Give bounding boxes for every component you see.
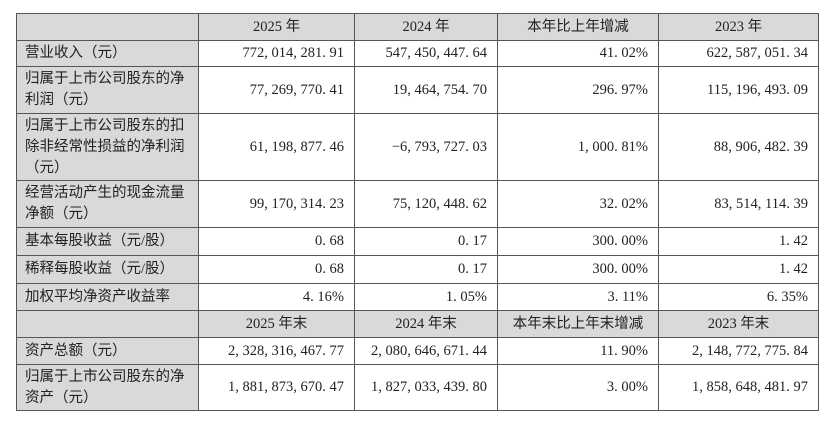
cell-value: 11. 90% bbox=[497, 337, 659, 365]
column-header: 2025 年 bbox=[198, 13, 355, 41]
cell-value: 1. 05% bbox=[354, 283, 498, 311]
cell-value: 772, 014, 281. 91 bbox=[198, 40, 355, 67]
cell-value: 2, 328, 316, 467. 77 bbox=[198, 337, 355, 365]
cell-value: 0. 68 bbox=[198, 227, 355, 256]
cell-value: 0. 68 bbox=[198, 255, 355, 284]
row-label: 加权平均净资产收益率 bbox=[16, 283, 199, 311]
column-header: 本年末比上年末增减 bbox=[497, 310, 659, 338]
table-row: 归属于上市公司股东的净利润（元） 77, 269, 770. 41 19, 464,… bbox=[16, 66, 819, 114]
table-row: 加权平均净资产收益率 4. 16% 1. 05% 3. 11% 6. 35% bbox=[16, 283, 819, 311]
cell-value: 296. 97% bbox=[497, 66, 659, 114]
table-row: 经营活动产生的现金流量净额（元） 99, 170, 314. 23 75, 120,… bbox=[16, 180, 819, 228]
column-header bbox=[16, 13, 199, 41]
row-label: 稀释每股收益（元/股） bbox=[16, 255, 199, 284]
header-row: 2025 年末 2024 年末 本年末比上年末增减 2023 年末 bbox=[16, 310, 819, 338]
cell-value: 6. 35% bbox=[658, 283, 819, 311]
cell-value: 2, 148, 772, 775. 84 bbox=[658, 337, 819, 365]
financial-summary-table: 2025 年 2024 年本年比上年增减 2023 年营业收入（元） 772, 014… bbox=[16, 13, 819, 411]
cell-value: 1, 000. 81% bbox=[497, 113, 659, 181]
cell-value: 300. 00% bbox=[497, 227, 659, 256]
column-header bbox=[16, 310, 199, 338]
column-header: 2024 年末 bbox=[354, 310, 498, 338]
row-label: 归属于上市公司股东的净利润（元） bbox=[16, 66, 199, 114]
cell-value: 3. 00% bbox=[497, 364, 659, 411]
cell-value: 99, 170, 314. 23 bbox=[198, 180, 355, 228]
cell-value: 1, 881, 873, 670. 47 bbox=[198, 364, 355, 411]
cell-value: 0. 17 bbox=[354, 255, 498, 284]
cell-value: 3. 11% bbox=[497, 283, 659, 311]
cell-value: 1, 858, 648, 481. 97 bbox=[658, 364, 819, 411]
row-label: 归属于上市公司股东的净资产（元） bbox=[16, 364, 199, 411]
cell-value: 115, 196, 493. 09 bbox=[658, 66, 819, 114]
column-header: 2023 年 bbox=[658, 13, 819, 41]
cell-value: 19, 464, 754. 70 bbox=[354, 66, 498, 114]
row-label: 经营活动产生的现金流量净额（元） bbox=[16, 180, 199, 228]
column-header: 2024 年 bbox=[354, 13, 498, 41]
table-row: 基本每股收益（元/股） 0. 68 0. 17 300. 00% 1. 42 bbox=[16, 227, 819, 256]
cell-value: −6, 793, 727. 03 bbox=[354, 113, 498, 181]
cell-value: 61, 198, 877. 46 bbox=[198, 113, 355, 181]
cell-value: 41. 02% bbox=[497, 40, 659, 67]
cell-value: 1, 827, 033, 439. 80 bbox=[354, 364, 498, 411]
column-header: 2025 年末 bbox=[198, 310, 355, 338]
table-row: 资产总额（元） 2, 328, 316, 467. 77 2, 080, 646, … bbox=[16, 337, 819, 365]
cell-value: 2, 080, 646, 671. 44 bbox=[354, 337, 498, 365]
column-header: 本年比上年增减 bbox=[497, 13, 659, 41]
cell-value: 83, 514, 114. 39 bbox=[658, 180, 819, 228]
cell-value: 32. 02% bbox=[497, 180, 659, 228]
cell-value: 0. 17 bbox=[354, 227, 498, 256]
cell-value: 1. 42 bbox=[658, 255, 819, 284]
table-row: 归属于上市公司股东的扣除非经常性损益的净利润（元） 61, 198, 877. 4… bbox=[16, 113, 819, 181]
column-header: 2023 年末 bbox=[658, 310, 819, 338]
row-label: 归属于上市公司股东的扣除非经常性损益的净利润（元） bbox=[16, 113, 199, 181]
cell-value: 547, 450, 447. 64 bbox=[354, 40, 498, 67]
table-row: 稀释每股收益（元/股） 0. 68 0. 17 300. 00% 1. 42 bbox=[16, 255, 819, 284]
cell-value: 4. 16% bbox=[198, 283, 355, 311]
table-row: 营业收入（元） 772, 014, 281. 91 547, 450, 447. 6… bbox=[16, 40, 819, 67]
cell-value: 88, 906, 482. 39 bbox=[658, 113, 819, 181]
table-row: 归属于上市公司股东的净资产（元） 1, 881, 873, 670. 47 1, 8… bbox=[16, 364, 819, 411]
row-label: 资产总额（元） bbox=[16, 337, 199, 365]
cell-value: 300. 00% bbox=[497, 255, 659, 284]
header-row: 2025 年 2024 年本年比上年增减 2023 年 bbox=[16, 13, 819, 41]
cell-value: 77, 269, 770. 41 bbox=[198, 66, 355, 114]
row-label: 基本每股收益（元/股） bbox=[16, 227, 199, 256]
cell-value: 622, 587, 051. 34 bbox=[658, 40, 819, 67]
row-label: 营业收入（元） bbox=[16, 40, 199, 67]
cell-value: 1. 42 bbox=[658, 227, 819, 256]
cell-value: 75, 120, 448. 62 bbox=[354, 180, 498, 228]
